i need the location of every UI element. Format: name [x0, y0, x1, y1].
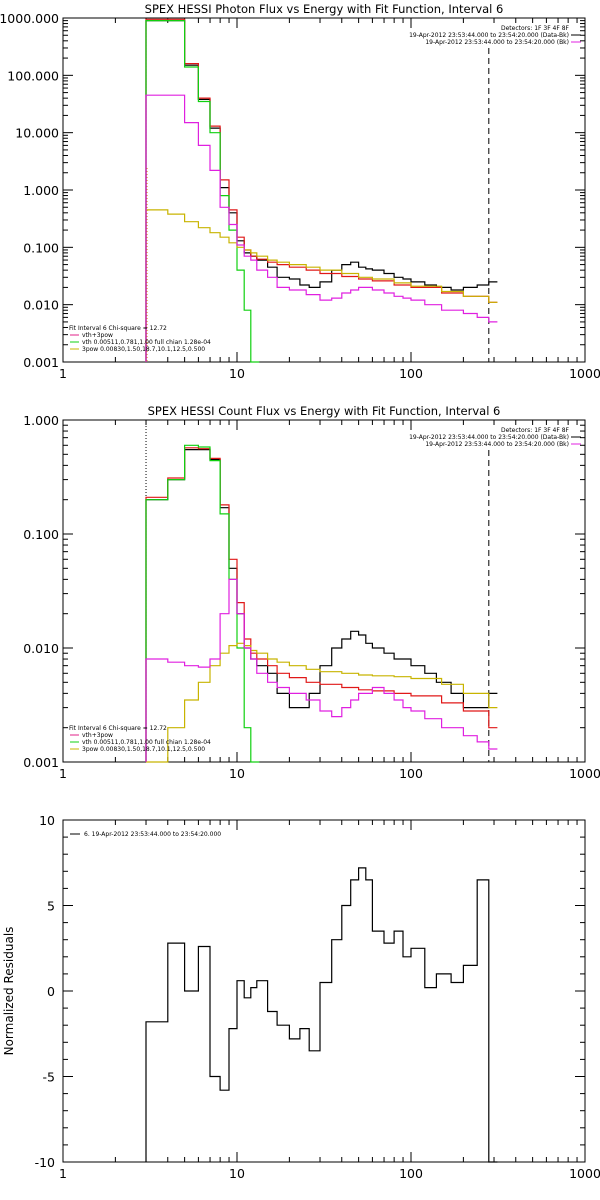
y-tick-label: 5 — [47, 899, 55, 914]
legend-bottom-left-text: vth 0.00511,0.781,1.00 full chian 1.28e-… — [82, 339, 211, 346]
y-tick-label: -5 — [43, 1070, 55, 1085]
chart-title: SPEX HESSI Photon Flux vs Energy with Fi… — [145, 2, 504, 16]
series-powerlaw — [145, 209, 498, 362]
y-tick-label: 1.000 — [23, 413, 59, 428]
legend-bottom-left-text: Fit Interval 6 Chi-square = 12.72 — [69, 325, 167, 332]
x-tick-label: 1 — [59, 766, 67, 781]
plot-frame — [62, 17, 586, 363]
legend-top-right-text: 19-Apr-2012 23:53:44.000 to 23:54:20.000… — [425, 441, 569, 448]
legend-top-right-text: Detectors: 1F 3F 4F 8F — [501, 25, 570, 32]
x-tick-label: 1000 — [569, 366, 600, 381]
series-thermal — [145, 20, 260, 363]
series-thermal — [145, 444, 260, 763]
y-tick-label: 0.100 — [23, 240, 59, 255]
chart-panel-3: 1 10 100 1000 10 5 0 -5 -10 Normalized Residuals 6… — [2, 813, 600, 1181]
x-tick-label: 10 — [229, 1166, 245, 1181]
plot-frame — [62, 819, 586, 1163]
legend-bottom-left-text: Fit Interval 6 Chi-square = 12.72 — [69, 725, 167, 732]
series-total — [145, 447, 498, 762]
series-background — [145, 578, 498, 762]
series-data — [145, 449, 498, 762]
chart-panel-2: SPEX HESSI Count Flux vs Energy with Fit… — [23, 404, 600, 781]
x-tick-label: 100 — [399, 766, 423, 781]
y-tick-label: 0.001 — [23, 355, 59, 370]
legend-top-right-text: 19-Apr-2012 23:53:44.000 to 23:54:20.000… — [409, 32, 569, 39]
x-tick-label: 10 — [229, 766, 245, 781]
series-data — [145, 20, 498, 362]
x-tick-label: 100 — [399, 366, 423, 381]
y-tick-label: -10 — [35, 1155, 55, 1170]
chart-panel-1: SPEX HESSI Photon Flux vs Energy with Fi… — [0, 2, 600, 381]
x-tick-label: 1 — [59, 366, 67, 381]
legend-top-right-text: 19-Apr-2012 23:53:44.000 to 23:54:20.000… — [425, 39, 569, 46]
legend-bottom-left-text: 3pow 0.00830,1.50,18.7,10.1,12.5,0.500 — [82, 346, 205, 353]
legend-bottom-left-text: vth+3pow — [82, 732, 113, 739]
x-tick-label: 100 — [399, 1166, 423, 1181]
y-tick-label: 0.001 — [23, 755, 59, 770]
y-axis-label: Normalized Residuals — [2, 927, 16, 1056]
plot-frame — [62, 419, 586, 763]
y-tick-label: 0.010 — [23, 641, 59, 656]
legend-top-right-text: Detectors: 1F 3F 4F 8F — [501, 427, 570, 434]
plot-area — [145, 444, 498, 763]
legend-bottom-left-text: vth 0.00511,0.781,1.00 full chian 1.28e-… — [82, 739, 211, 746]
x-tick-label: 10 — [229, 366, 245, 381]
x-tick-label: 1000 — [569, 1166, 600, 1181]
plot-area — [145, 867, 498, 1163]
legend-top-right-text: 19-Apr-2012 23:53:44.000 to 23:54:20.000… — [409, 434, 569, 441]
y-tick-label: 10.000 — [15, 126, 59, 141]
y-tick-label: 0.010 — [23, 298, 59, 313]
x-tick-label: 1 — [59, 1166, 67, 1181]
y-tick-label: 1.000 — [23, 183, 59, 198]
y-tick-label: 1000.000 — [0, 11, 59, 26]
y-tick-label: 100.000 — [7, 68, 59, 83]
series-powerlaw — [146, 642, 498, 763]
series-background — [145, 94, 498, 362]
legend-bottom-left-text: 3pow 0.00830,1.50,18.7,10.1,12.5,0.500 — [82, 746, 205, 753]
chart-title: SPEX HESSI Count Flux vs Energy with Fit… — [148, 404, 501, 418]
legend-bottom-left-text: vth+3pow — [82, 332, 113, 339]
series-residuals — [145, 867, 498, 1163]
plot-area — [145, 18, 498, 363]
legend-text: 6. 19-Apr-2012 23:53:44.000 to 23:54:20.… — [84, 831, 221, 838]
x-tick-label: 1000 — [569, 766, 600, 781]
y-tick-label: 0.100 — [23, 527, 59, 542]
y-tick-label: 10 — [39, 813, 55, 828]
y-tick-label: 0 — [47, 984, 55, 999]
